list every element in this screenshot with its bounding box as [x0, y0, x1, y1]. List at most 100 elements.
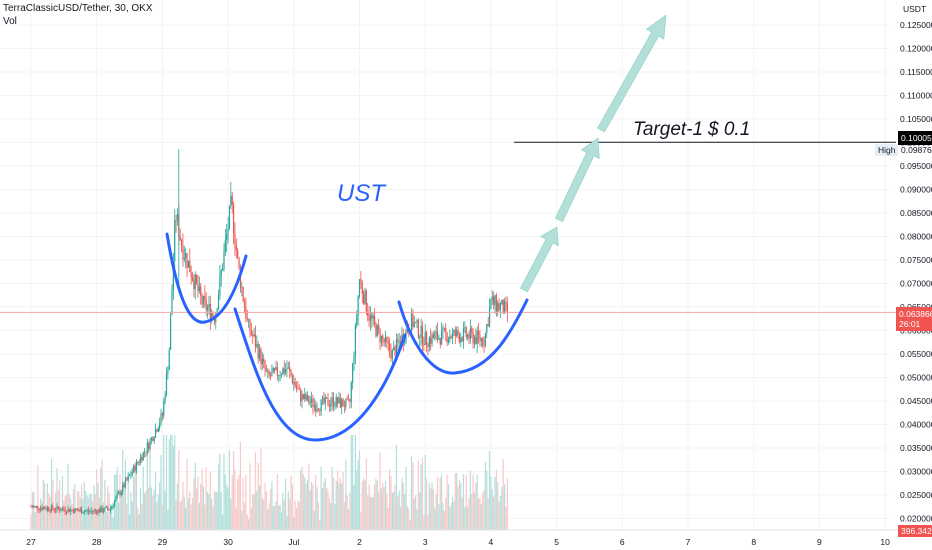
volume-bar — [171, 435, 173, 530]
right-shoulder-curve[interactable] — [397, 298, 529, 375]
target-annotation[interactable]: Target-1 — [633, 119, 703, 140]
symbol-title[interactable]: TerraClassicUSD/Tether, 30, OKX — [3, 3, 153, 14]
volume-bar — [341, 483, 343, 530]
candle-body — [287, 367, 289, 369]
volume-bar — [213, 491, 216, 530]
volume-bar — [294, 500, 296, 530]
time-tick-label: Jul — [288, 537, 299, 547]
volume-bar — [453, 501, 455, 530]
volume-bar — [202, 486, 205, 530]
candle-body — [165, 372, 168, 395]
volume-bar — [91, 501, 94, 530]
volume-bar — [287, 491, 289, 530]
volume-bar — [506, 478, 508, 530]
volume-bar — [274, 505, 276, 530]
projection-arrow-3[interactable] — [597, 14, 667, 133]
candle-body — [174, 219, 176, 262]
candle-body — [272, 367, 274, 373]
candle-body — [82, 512, 84, 514]
candle-body — [456, 330, 458, 337]
volume-bar — [276, 474, 278, 530]
time-axis[interactable]: 27 28 29 30 Jul 2 3 4 5 6 7 8 9 10 — [0, 529, 932, 547]
volume-bar — [386, 493, 388, 530]
candle-body — [216, 309, 218, 314]
volume-bar — [457, 486, 459, 530]
candle-body — [502, 300, 504, 314]
volume-bar — [146, 445, 148, 530]
candle-body — [261, 358, 263, 365]
volume-bar — [439, 477, 441, 530]
candle-body — [201, 295, 203, 305]
volume-bar — [201, 468, 203, 530]
candle-body — [345, 398, 347, 408]
projection-arrow-2[interactable] — [554, 137, 600, 223]
volume-bar — [430, 488, 432, 530]
volume-bar — [131, 501, 133, 530]
price-tick-label: 0.055000 — [900, 349, 932, 359]
candle-body — [380, 335, 382, 343]
volume-bar — [310, 482, 313, 530]
volume-bar — [395, 444, 398, 530]
price-tick-label: 0.115000 — [900, 67, 932, 77]
candle-body — [376, 325, 378, 337]
volume-bar — [319, 519, 321, 530]
volume-bar — [268, 503, 270, 530]
target-value-annotation[interactable]: $ 0.1 — [707, 119, 750, 140]
candle-body — [449, 336, 451, 340]
candle-body — [249, 319, 251, 332]
volume-bar — [487, 498, 489, 530]
volume-bar — [71, 504, 73, 530]
candle-body — [74, 508, 76, 513]
volume-bar — [83, 482, 85, 530]
volume-bar — [206, 492, 209, 530]
projection-arrows[interactable] — [520, 14, 667, 293]
head-curve[interactable] — [233, 307, 407, 442]
candle-body — [219, 275, 221, 296]
volume-bar — [74, 483, 76, 530]
volume-bar — [100, 467, 102, 530]
volume-bar — [464, 507, 466, 530]
candle-body — [171, 290, 173, 315]
candle-body — [397, 339, 399, 343]
candle-body — [439, 337, 441, 345]
candle-body — [131, 472, 133, 475]
volume-bar — [295, 507, 298, 530]
time-tick-label: 9 — [817, 537, 822, 547]
candle-body — [475, 337, 477, 344]
candle-body — [389, 343, 391, 351]
candle-body — [234, 233, 236, 246]
volume-bar — [133, 476, 135, 530]
candle-body — [102, 511, 105, 512]
volume-bar — [138, 513, 140, 530]
time-tick-label: 4 — [489, 537, 494, 547]
candle-body — [306, 395, 309, 401]
ust-annotation[interactable]: UST — [337, 180, 387, 207]
volume-bar — [321, 488, 324, 530]
pattern-drawings[interactable] — [165, 232, 529, 442]
volume-bar — [130, 491, 132, 530]
candle-body — [349, 400, 351, 403]
volume-bar — [215, 491, 217, 530]
left-shoulder-curve[interactable] — [165, 232, 248, 324]
volume-bar — [153, 489, 155, 530]
projection-arrow-1[interactable] — [520, 226, 559, 293]
volume-bar — [432, 490, 435, 530]
candle-body — [226, 233, 228, 241]
price-axis[interactable]: 0.125000 0.120000 0.115000 0.110000 0.105000… — [900, 20, 932, 524]
volume-bar — [260, 447, 262, 530]
time-tick-label: 28 — [92, 537, 102, 547]
volume-bar — [315, 475, 317, 530]
candle-body — [241, 287, 243, 289]
volume-bar — [269, 488, 272, 530]
volume-bar — [30, 514, 32, 530]
volume-bar — [338, 483, 340, 530]
candle-body — [320, 399, 322, 411]
candle-body — [96, 510, 98, 514]
price-tick-label: 0.125000 — [900, 20, 932, 30]
candle-body — [172, 261, 174, 291]
volume-bar — [119, 474, 121, 530]
candle-body — [462, 328, 465, 342]
candle-body — [378, 325, 380, 330]
volume-indicator-label[interactable]: Vol — [3, 16, 17, 27]
